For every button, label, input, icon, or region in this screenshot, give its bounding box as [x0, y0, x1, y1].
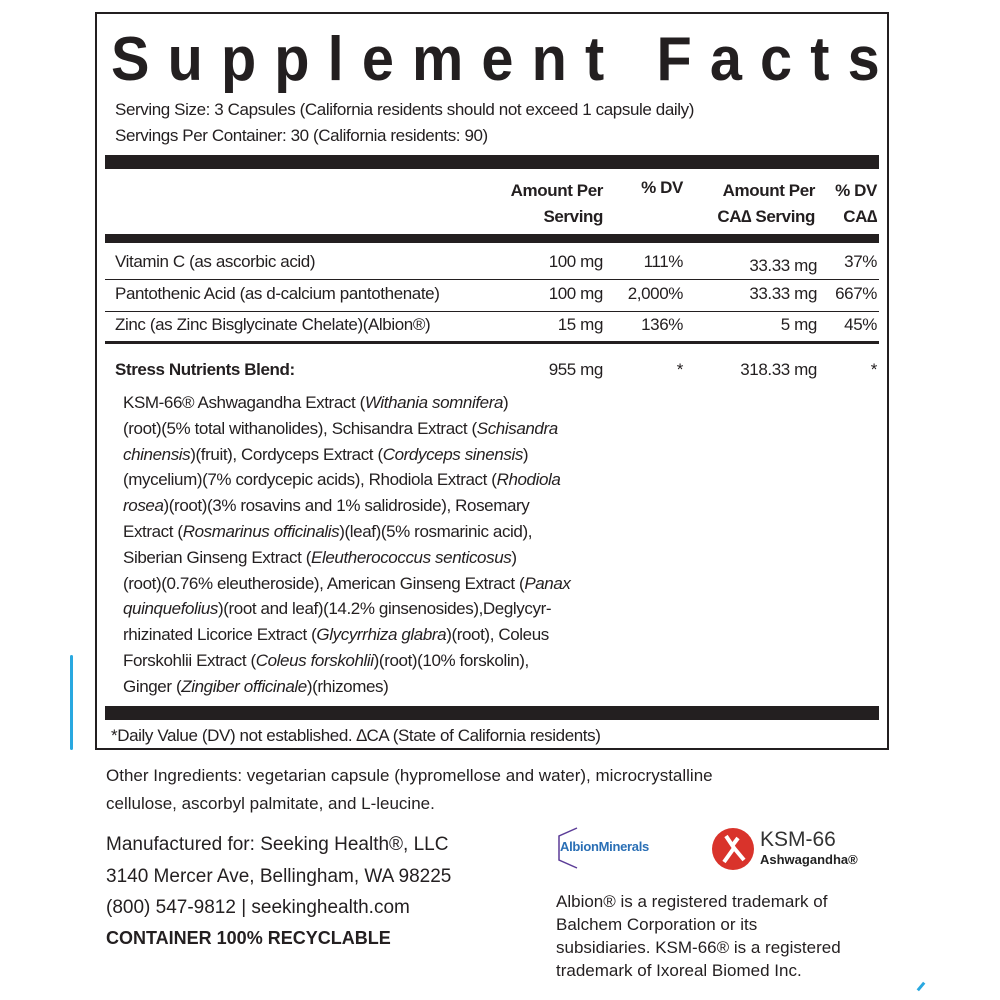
- ingredient-text: ): [511, 547, 517, 567]
- ingredient-text: Siberian Ginseng Extract (: [123, 547, 312, 567]
- blend-ca-amount: 318.33 mg: [740, 360, 817, 379]
- other-ingredients-line-2: cellulose, ascorbyl palmitate, and L-leu…: [106, 794, 435, 813]
- latin-name: Cordyceps sinensis: [382, 444, 524, 464]
- divider-bar: [105, 155, 879, 169]
- nutrient-name: Pantothenic Acid (as d-calcium pantothen…: [115, 284, 440, 303]
- latin-name: Panax: [524, 573, 571, 593]
- nutrient-ca-dv: 45%: [844, 315, 877, 334]
- latin-name: Eleutherococcus senticosus: [311, 547, 512, 567]
- servings-per-container: Servings Per Container: 30 (California r…: [115, 126, 488, 145]
- ingredient-line: Siberian Ginseng Extract (Eleutherococcu…: [123, 545, 571, 571]
- latin-name: quinquefolius: [123, 599, 218, 619]
- latin-name: Rosmarinus officinalis: [182, 521, 340, 541]
- nutrient-ca-amount: 33.33 mg: [749, 256, 817, 275]
- trademark-notice: Albion® is a registered trademark of Balc…: [556, 892, 841, 980]
- decorative-edge: [70, 655, 73, 750]
- ingredient-line: Ginger (Zingiber officinale)(rhizomes): [123, 674, 571, 700]
- nutrient-ca-dv: 37%: [844, 252, 877, 271]
- header-ca-amount: Amount Per CA∆ Serving: [717, 181, 815, 226]
- ingredient-line: Extract (Rosmarinus officinalis)(leaf)(5…: [123, 519, 571, 545]
- ingredient-line: Forskohlii Extract (Coleus forskohlii)(r…: [123, 648, 571, 674]
- ingredient-text: (mycelium)(7% cordycepic acids), Rhodiol…: [123, 470, 497, 490]
- serving-size: Serving Size: 3 Capsules (California res…: [115, 100, 694, 119]
- latin-name: Zingiber officinale: [181, 676, 307, 696]
- panel-title: Supplement Facts: [111, 25, 898, 94]
- supplement-facts-panel: Supplement Facts Serving Size: 3 Capsule…: [95, 12, 889, 750]
- recyclable-note: CONTAINER 100% RECYCLABLE: [106, 928, 391, 948]
- blend-dv: *: [676, 360, 684, 379]
- address-line: 3140 Mercer Ave, Bellingham, WA 98225: [106, 866, 452, 887]
- ingredient-line: rosea)(root)(3% rosavins and 1% salidros…: [123, 493, 571, 519]
- ingredient-text: (root)(0.76% eleutheroside), American Gi…: [123, 573, 525, 593]
- ksm66-logo: KSM-66 Ashwagandha®: [712, 828, 892, 874]
- ingredient-text: )(rhizomes): [306, 676, 389, 696]
- nutrient-amount: 100 mg: [548, 284, 604, 303]
- latin-name: chinensis: [123, 444, 191, 464]
- header-dv: % DV: [641, 178, 683, 197]
- latin-name: Schisandra: [476, 418, 558, 438]
- ingredient-line: quinquefolius)(root and leaf)(14.2% gins…: [123, 596, 571, 622]
- ingredient-line: KSM-66® Ashwagandha Extract (Withania so…: [123, 390, 571, 416]
- decorative-edge: [916, 981, 926, 992]
- ingredient-line: rhizinated Licorice Extract (Glycyrrhiza…: [123, 622, 571, 648]
- latin-name: rosea: [123, 496, 164, 516]
- ingredient-text: ): [522, 444, 529, 464]
- nutrient-dv: 2,000%: [627, 284, 684, 303]
- ingredient-line: (root)(5% total withanolides), Schisandr…: [123, 416, 571, 442]
- nutrient-ca-dv: 667%: [835, 284, 877, 303]
- albion-minerals-logo: AlbionMinerals: [555, 826, 665, 870]
- footnote: *Daily Value (DV) not established. ∆CA (…: [111, 726, 601, 745]
- blend-ingredients: KSM-66® Ashwagandha Extract (Withania so…: [123, 390, 571, 700]
- ingredient-text: (root)(5% total withanolides), Schisandr…: [123, 418, 477, 438]
- blend-name: Stress Nutrients Blend:: [115, 360, 295, 379]
- ingredient-line: chinensis)(fruit), Cordyceps Extract (Co…: [123, 442, 571, 468]
- nutrient-ca-amount: 5 mg: [780, 315, 818, 334]
- ingredient-text: )(root and leaf)(14.2% ginsenosides),Deg…: [218, 599, 552, 619]
- divider-bar: [105, 341, 879, 344]
- ingredient-line: (mycelium)(7% cordycepic acids), Rhodiol…: [123, 467, 571, 493]
- latin-name: Coleus forskohlii: [255, 650, 374, 670]
- manufacturer-line: Manufactured for: Seeking Health®, LLC: [106, 834, 449, 855]
- ingredient-line: (root)(0.76% eleutheroside), American Gi…: [123, 571, 571, 597]
- nutrient-ca-amount: 33.33 mg: [749, 284, 817, 303]
- blend-amount: 955 mg: [548, 360, 604, 379]
- ingredient-text: )(leaf)(5% rosmarinic acid),: [339, 521, 533, 541]
- nutrient-dv: 111%: [643, 252, 684, 271]
- divider-bar: [105, 234, 879, 243]
- nutrient-name: Zinc (as Zinc Bisglycinate Chelate)(Albi…: [115, 315, 431, 334]
- header-amount: Amount Per Serving: [510, 181, 604, 226]
- nutrient-amount: 15 mg: [557, 315, 604, 334]
- ingredient-text: KSM-66® Ashwagandha Extract (: [123, 393, 365, 412]
- latin-name: Glycyrrhiza glabra: [316, 625, 447, 645]
- row-divider: [105, 311, 879, 312]
- ingredient-text: rhizinated Licorice Extract (: [123, 625, 317, 645]
- divider-bar: [105, 706, 879, 720]
- ingredient-text: ): [503, 393, 509, 412]
- ingredient-text: )(root), Coleus: [446, 625, 549, 645]
- nutrient-dv: 136%: [641, 315, 683, 334]
- row-divider: [105, 279, 879, 280]
- blend-ca-dv: *: [870, 360, 878, 379]
- ingredient-text: )(root)(10% forskolin),: [373, 650, 530, 670]
- header-ca-dv: % DV CA∆: [835, 181, 877, 226]
- ingredient-text: )(root)(3% rosavins and 1% salidroside),…: [163, 496, 530, 516]
- nutrient-amount: 100 mg: [548, 252, 604, 271]
- other-ingredients-line-1: Other Ingredients: vegetarian capsule (h…: [106, 766, 713, 785]
- ingredient-text: )(fruit), Cordyceps Extract (: [190, 444, 383, 464]
- ingredient-text: Forskohlii Extract (: [123, 650, 256, 670]
- contact-line: (800) 547-9812 | seekinghealth.com: [106, 897, 410, 918]
- ingredient-text: Extract (: [123, 521, 183, 541]
- ksm66-emblem-icon: [712, 828, 754, 870]
- latin-name: Rhodiola: [496, 470, 561, 490]
- latin-name: Withania somnifera: [364, 393, 504, 412]
- ingredient-text: Ginger (: [123, 676, 182, 696]
- nutrient-name: Vitamin C (as ascorbic acid): [115, 252, 316, 271]
